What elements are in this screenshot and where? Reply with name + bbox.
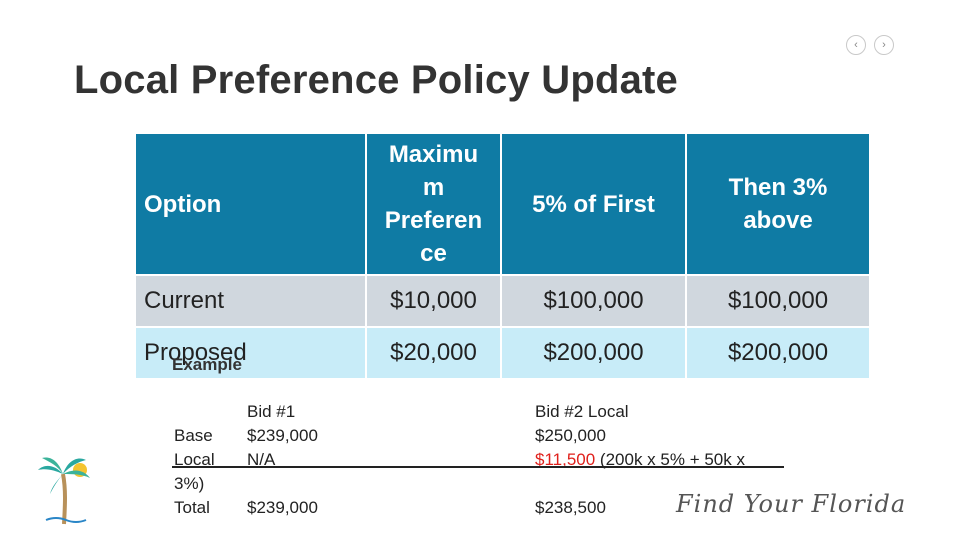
label-total: Total — [174, 498, 210, 517]
cell-above: $200,000 — [685, 326, 871, 380]
find-your-florida-logo: Find Your Florida — [676, 490, 906, 518]
bid2-local-amount: $11,500 — [535, 450, 596, 469]
header-max-preference: Maximu m Preferen ce — [365, 132, 502, 276]
bid2-total: $238,500 — [535, 498, 606, 517]
header-five-percent: 5% of First — [500, 132, 687, 276]
table-row: Current $10,000 $100,000 $100,000 — [134, 274, 871, 328]
cell-option: Current — [134, 274, 367, 328]
prev-slide-button[interactable]: ‹ — [846, 35, 866, 55]
palm-tree-logo-icon — [38, 457, 90, 525]
label-3pct: 3%) — [174, 474, 205, 493]
header-max-preference-text: Maximu m Preferen ce — [384, 141, 483, 267]
policy-table: Option Maximu m Preferen ce 5% of First … — [134, 132, 871, 380]
chevron-left-icon: ‹ — [854, 39, 858, 51]
cell-max: $20,000 — [365, 326, 502, 380]
header-option: Option — [134, 132, 367, 276]
bid1-local: N/A — [247, 450, 276, 469]
bid2-base: $250,000 — [535, 426, 606, 445]
example-label: Example — [172, 355, 242, 374]
cell-option: Proposed — [134, 326, 367, 380]
header-three-percent-text: Then 3% above — [728, 174, 828, 234]
header-three-percent: Then 3% above — [685, 132, 871, 276]
example-underline — [172, 466, 784, 468]
bid1-column: Bid #1 $239,000 N/A — [247, 400, 318, 472]
bid2-title: Bid #2 Local — [535, 402, 629, 421]
label-local: Local — [174, 450, 215, 469]
cell-max: $10,000 — [365, 274, 502, 328]
example-row-labels: Base Local 3%) Total — [174, 424, 215, 520]
cell-above: $100,000 — [685, 274, 871, 328]
chevron-right-icon: › — [882, 39, 886, 51]
bid2-local-formula: (200k x 5% + 50k x — [595, 450, 745, 469]
next-slide-button[interactable]: › — [874, 35, 894, 55]
table-row: Proposed $20,000 $200,000 $200,000 — [134, 326, 871, 380]
logo-text: Find Your Florida — [676, 490, 907, 518]
table-header-row: Option Maximu m Preferen ce 5% of First … — [134, 132, 871, 276]
bid2-local: $11,500 (200k x 5% + 50k x — [535, 448, 745, 472]
bid1-title: Bid #1 — [247, 402, 296, 421]
bid2-column: Bid #2 Local $250,000 $11,500 (200k x 5%… — [535, 400, 745, 472]
label-base: Base — [174, 426, 213, 445]
page-title: Local Preference Policy Update — [74, 58, 679, 102]
bid1-base: $239,000 — [247, 426, 318, 445]
cell-first: $200,000 — [500, 326, 687, 380]
cell-first: $100,000 — [500, 274, 687, 328]
bid1-total: $239,000 — [247, 498, 318, 517]
